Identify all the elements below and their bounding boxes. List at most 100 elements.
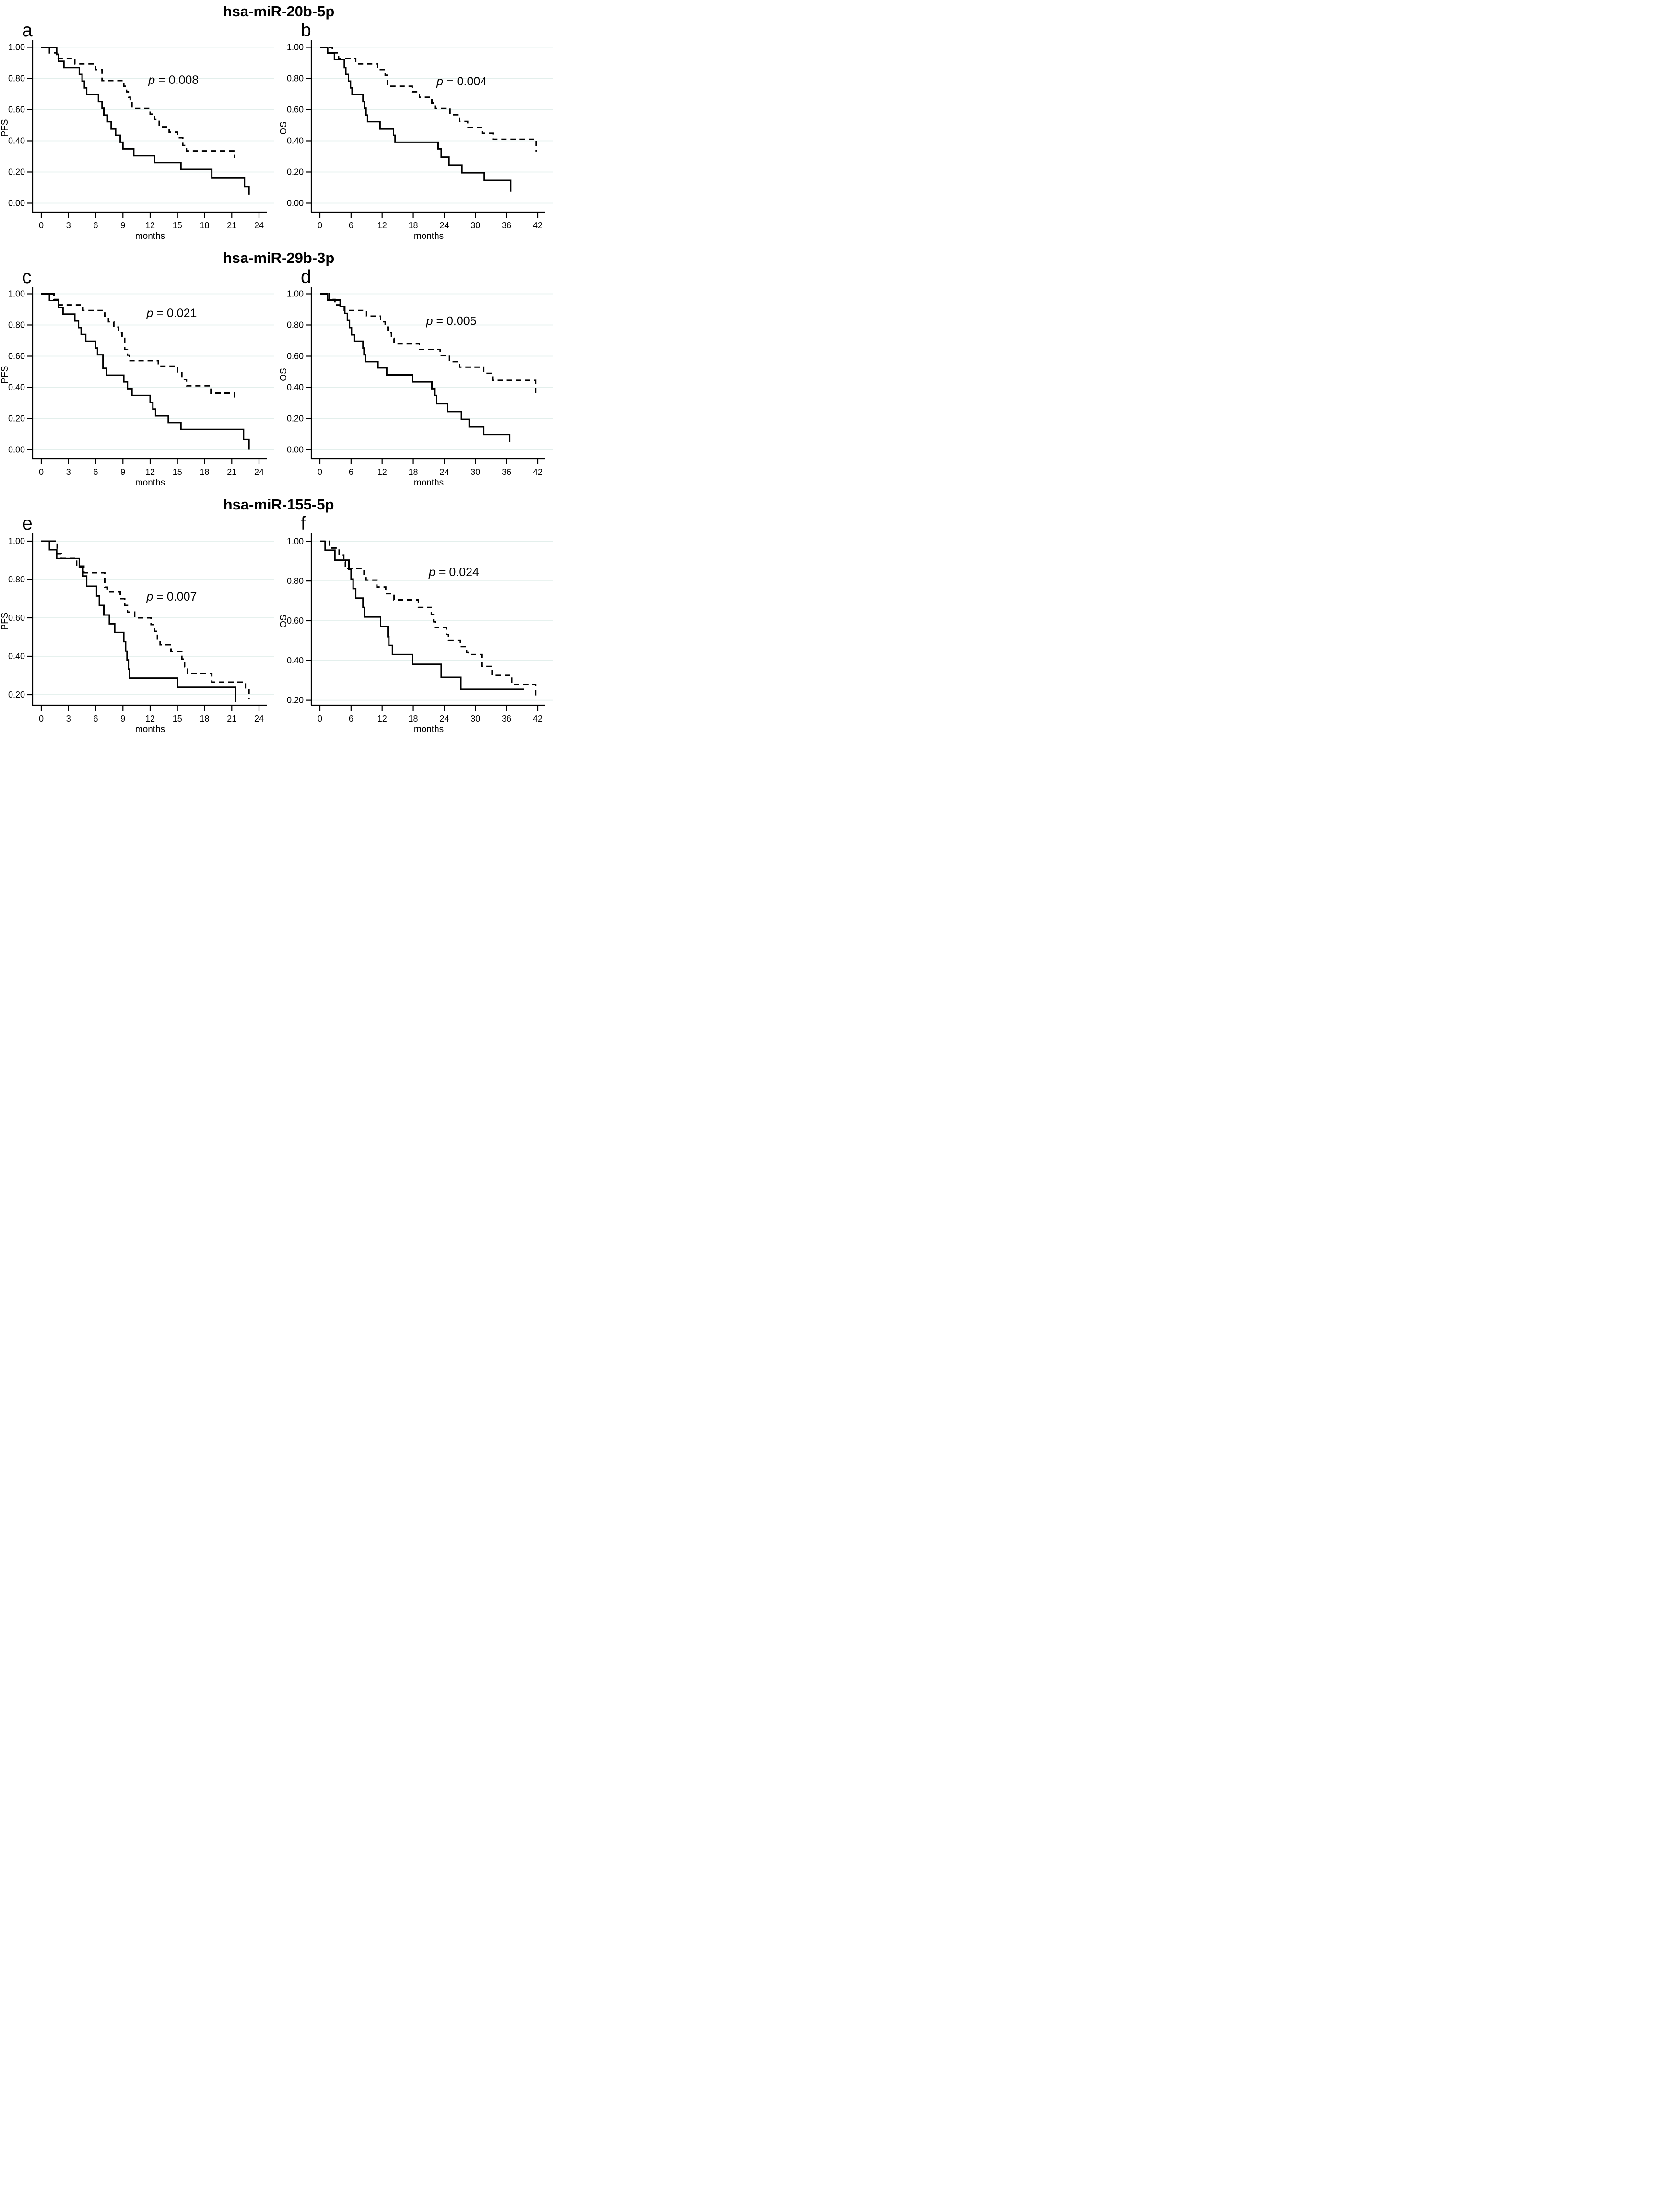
x-tick-label: 42 [533, 714, 542, 723]
x-tick-label: 12 [377, 221, 387, 230]
y-tick-label: 0.80 [8, 320, 25, 330]
panel-letter: b [301, 20, 311, 41]
y-tick-label: 0.20 [8, 167, 25, 177]
x-tick-label: 24 [439, 221, 449, 230]
x-axis-label: months [135, 724, 165, 734]
panel-d: 0.00 0.20 0.40 0.60 0.80 1.00 0 6 12 18 24 30 36 42 OS… [279, 267, 557, 488]
y-tick-group: 0.00 0.20 0.40 0.60 0.80 1.00 [287, 289, 311, 454]
y-tick-label: 0.60 [8, 105, 25, 114]
x-tick-label: 18 [409, 714, 418, 723]
gridlines [311, 293, 553, 450]
panel-a: 0.00 0.20 0.40 0.60 0.80 1.00 0 3 6 9 12 15 18 21 24 PF… [0, 20, 279, 242]
x-tick-label: 24 [254, 467, 264, 477]
km-plot-c: 0.00 0.20 0.40 0.60 0.80 1.00 0 3 6 9 12 15 18 21 24 PF… [0, 267, 274, 488]
y-tick-label: 0.80 [287, 576, 304, 586]
solid-curve [41, 293, 250, 450]
panel-b: 0.00 0.20 0.40 0.60 0.80 1.00 0 6 12 18 24 30 36 42 OS… [279, 20, 557, 242]
p-value-annotation: p = 0.005 [426, 314, 477, 328]
km-plot-d: 0.00 0.20 0.40 0.60 0.80 1.00 0 6 12 18 24 30 36 42 OS… [279, 267, 553, 488]
y-tick-label: 1.00 [287, 42, 304, 52]
x-tick-label: 12 [377, 714, 387, 723]
row-mir20b: 0.00 0.20 0.40 0.60 0.80 1.00 0 3 6 9 12 15 18 21 24 PF… [0, 20, 557, 242]
x-tick-label: 0 [39, 221, 44, 230]
x-tick-label: 36 [502, 714, 511, 723]
x-tick-label: 24 [439, 714, 449, 723]
x-tick-label: 36 [502, 221, 511, 230]
y-tick-label: 1.00 [8, 42, 25, 52]
y-tick-label: 0.80 [8, 575, 25, 584]
dashed-curve [320, 540, 537, 698]
y-tick-label: 1.00 [8, 289, 25, 298]
section-title-mir29b: hsa-miR-29b-3p [223, 249, 335, 266]
solid-curve [320, 540, 524, 690]
p-value-annotation: p = 0.024 [428, 566, 479, 579]
y-tick-label: 0.00 [8, 445, 25, 454]
y-tick-label: 0.00 [287, 198, 304, 208]
gridlines [33, 541, 274, 695]
gridlines [311, 47, 553, 204]
x-tick-label: 15 [173, 467, 182, 477]
solid-curve [320, 293, 511, 442]
x-tick-label: 9 [120, 221, 125, 230]
x-tick-label: 6 [349, 221, 353, 230]
x-tick-label: 18 [200, 221, 209, 230]
y-tick-label: 0.40 [287, 382, 304, 392]
y-axis-label: OS [279, 121, 289, 134]
x-tick-label: 12 [145, 714, 155, 723]
solid-curve [41, 47, 250, 195]
x-axis-label: months [414, 478, 444, 488]
y-tick-label: 1.00 [287, 536, 304, 546]
x-tick-label: 6 [93, 714, 98, 723]
solid-curve [320, 47, 512, 192]
x-axis-label: months [135, 231, 165, 241]
y-tick-label: 1.00 [287, 289, 304, 298]
figure-section-mir155: hsa-miR-155-5p 0.20 0.40 0.60 0.80 1.00 0 3 6 9 1… [0, 488, 557, 735]
y-tick-label: 0.60 [287, 616, 304, 626]
row-mir155: 0.20 0.40 0.60 0.80 1.00 0 3 6 9 12 15 18 21 24 PFS mon… [0, 513, 557, 735]
y-tick-label: 0.00 [8, 198, 25, 208]
x-tick-label: 12 [145, 221, 155, 230]
x-tick-label: 0 [318, 714, 322, 723]
km-plot-f: 0.20 0.40 0.60 0.80 1.00 0 6 12 18 24 30 36 42 OS mont… [279, 513, 553, 734]
x-tick-label: 6 [93, 467, 98, 477]
y-tick-group: 0.00 0.20 0.40 0.60 0.80 1.00 [8, 42, 33, 208]
p-value-annotation: p = 0.008 [148, 73, 199, 87]
x-tick-label: 9 [120, 467, 125, 477]
x-tick-label: 36 [502, 467, 511, 477]
x-tick-label: 42 [533, 467, 542, 477]
x-tick-label: 6 [349, 714, 353, 723]
y-axis-label: OS [279, 615, 289, 627]
section-title-mir155: hsa-miR-155-5p [223, 496, 334, 513]
x-tick-label: 21 [227, 714, 236, 723]
x-tick-label: 0 [318, 221, 322, 230]
x-tick-label: 42 [533, 221, 542, 230]
km-plot-a: 0.00 0.20 0.40 0.60 0.80 1.00 0 3 6 9 12 15 18 21 24 PF… [0, 20, 274, 241]
x-tick-label: 15 [173, 221, 182, 230]
p-value-annotation: p = 0.004 [436, 75, 487, 88]
km-survival-figure: hsa-miR-20b-5p 0.00 0.20 0.40 0.60 0.80 1.00 0… [0, 0, 557, 735]
y-tick-label: 0.20 [287, 414, 304, 423]
y-tick-group: 0.00 0.20 0.40 0.60 0.80 1.00 [8, 289, 33, 454]
y-axis-label: OS [279, 368, 289, 381]
figure-section-mir29b: hsa-miR-29b-3p 0.00 0.20 0.40 0.60 0.80 1.00 0… [0, 242, 557, 488]
solid-curve [41, 540, 236, 702]
x-tick-label: 18 [409, 467, 418, 477]
panel-letter: a [22, 20, 33, 41]
x-tick-label: 3 [66, 714, 71, 723]
panel-letter: c [22, 267, 32, 287]
section-title-mir20b: hsa-miR-20b-5p [223, 3, 335, 20]
x-tick-label: 0 [39, 714, 44, 723]
y-tick-label: 1.00 [8, 536, 25, 546]
dashed-curve [41, 540, 250, 699]
y-axis-label: PFS [0, 366, 10, 384]
y-axis-label: PFS [0, 613, 10, 630]
x-axis-label: months [414, 724, 444, 734]
x-tick-label: 24 [254, 714, 264, 723]
y-tick-label: 0.80 [8, 73, 25, 83]
y-tick-label: 0.40 [8, 651, 25, 661]
x-tick-label: 24 [439, 467, 449, 477]
panel-f: 0.20 0.40 0.60 0.80 1.00 0 6 12 18 24 30 36 42 OS mont… [279, 513, 557, 735]
x-axis-label: months [135, 478, 165, 488]
dashed-curve [41, 293, 235, 402]
panel-e: 0.20 0.40 0.60 0.80 1.00 0 3 6 9 12 15 18 21 24 PFS mon… [0, 513, 279, 735]
